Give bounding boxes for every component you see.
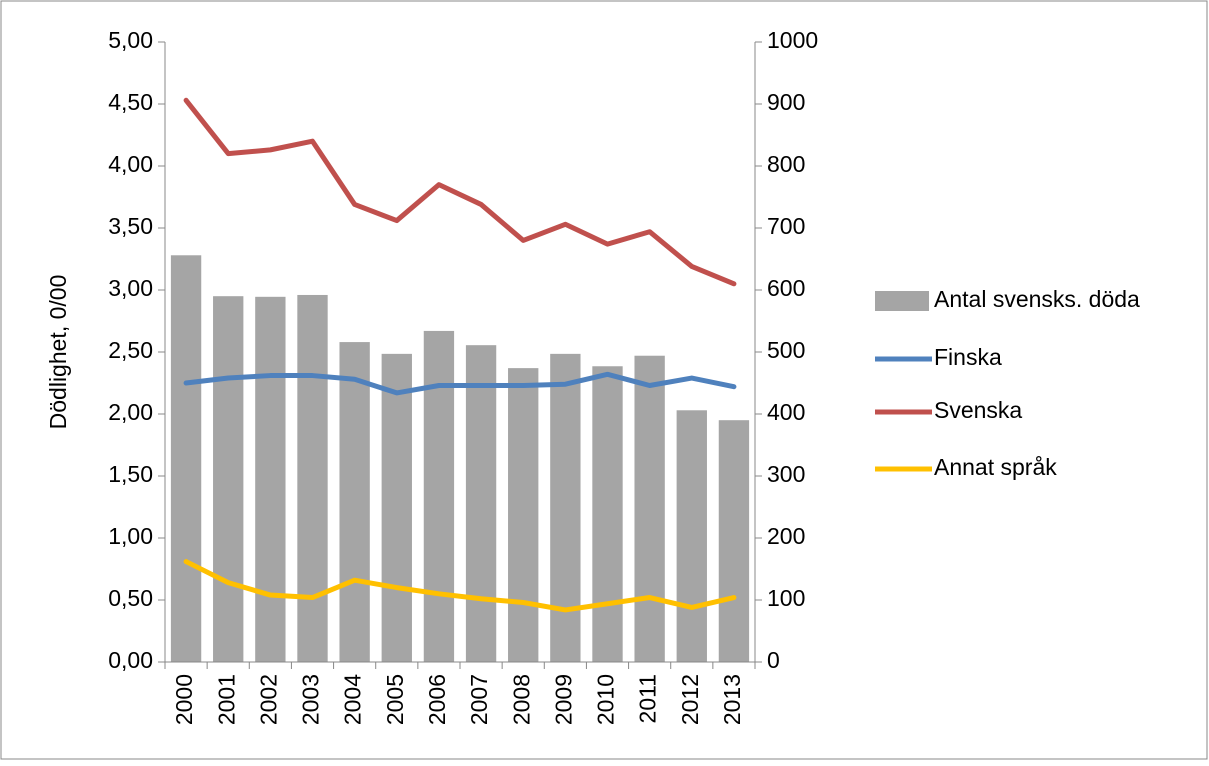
bar (423, 330, 455, 662)
x-tick-label: 2003 (298, 674, 324, 725)
line (183, 97, 737, 287)
y-tick-label: 0,00 (108, 647, 153, 673)
legend-label: Antal svensks. döda (934, 286, 1140, 312)
bar (170, 255, 202, 662)
y2-tick-label: 300 (767, 461, 805, 487)
bar (465, 345, 497, 662)
y2-tick-label: 0 (767, 647, 780, 673)
legend-swatch (875, 291, 929, 311)
x-tick-label: 2007 (466, 674, 492, 725)
y2-tick-label: 600 (767, 275, 805, 301)
y2-tick-label: 900 (767, 89, 805, 115)
bar (634, 355, 665, 662)
y-tick-label: 3,00 (108, 275, 153, 301)
x-tick-label: 2004 (340, 674, 366, 725)
bar (339, 342, 370, 662)
y2-tick-label: 400 (767, 399, 805, 425)
x-tick-label: 2008 (508, 674, 534, 725)
bar (213, 296, 244, 662)
bar (676, 410, 707, 662)
y2-tick-label: 800 (767, 151, 805, 177)
y2-tick-label: 700 (767, 213, 805, 239)
x-tick-label: 2009 (550, 674, 576, 725)
legend-label: Svenska (934, 397, 1022, 423)
bar (508, 368, 539, 662)
y-tick-label: 2,50 (108, 337, 153, 363)
line (183, 371, 737, 396)
line (183, 559, 737, 613)
bar (550, 353, 581, 662)
y2-tick-label: 500 (767, 337, 805, 363)
y-axis-title: Dödlighet, 0/00 (45, 275, 71, 430)
x-tick-label: 2000 (171, 674, 197, 725)
y-tick-label: 5,00 (108, 27, 153, 53)
x-tick-label: 2002 (255, 674, 281, 725)
x-tick-label: 2011 (635, 674, 661, 723)
legend-label: Annat språk (934, 454, 1057, 480)
y-tick-label: 1,50 (108, 461, 153, 487)
x-tick-label: 2012 (677, 674, 703, 725)
y-tick-label: 4,50 (108, 89, 153, 115)
x-tick-label: 2010 (593, 674, 619, 725)
bar (592, 366, 623, 662)
x-tick-label: 2013 (719, 674, 745, 725)
y2-tick-label: 1000 (767, 27, 818, 53)
y-tick-label: 3,50 (108, 213, 153, 239)
bar (718, 420, 750, 662)
bar (297, 294, 328, 662)
y-tick-label: 1,00 (108, 523, 153, 549)
y2-tick-label: 200 (767, 523, 805, 549)
x-tick-label: 2005 (382, 674, 408, 725)
x-tick-label: 2001 (213, 674, 239, 725)
y-tick-label: 2,00 (108, 399, 153, 425)
legend-label: Finska (934, 344, 1002, 370)
y-tick-label: 0,50 (108, 585, 153, 611)
bar (381, 353, 412, 662)
bar (255, 296, 286, 662)
x-tick-label: 2006 (424, 674, 450, 725)
y2-tick-label: 100 (767, 585, 805, 611)
y-tick-label: 4,00 (108, 151, 153, 177)
